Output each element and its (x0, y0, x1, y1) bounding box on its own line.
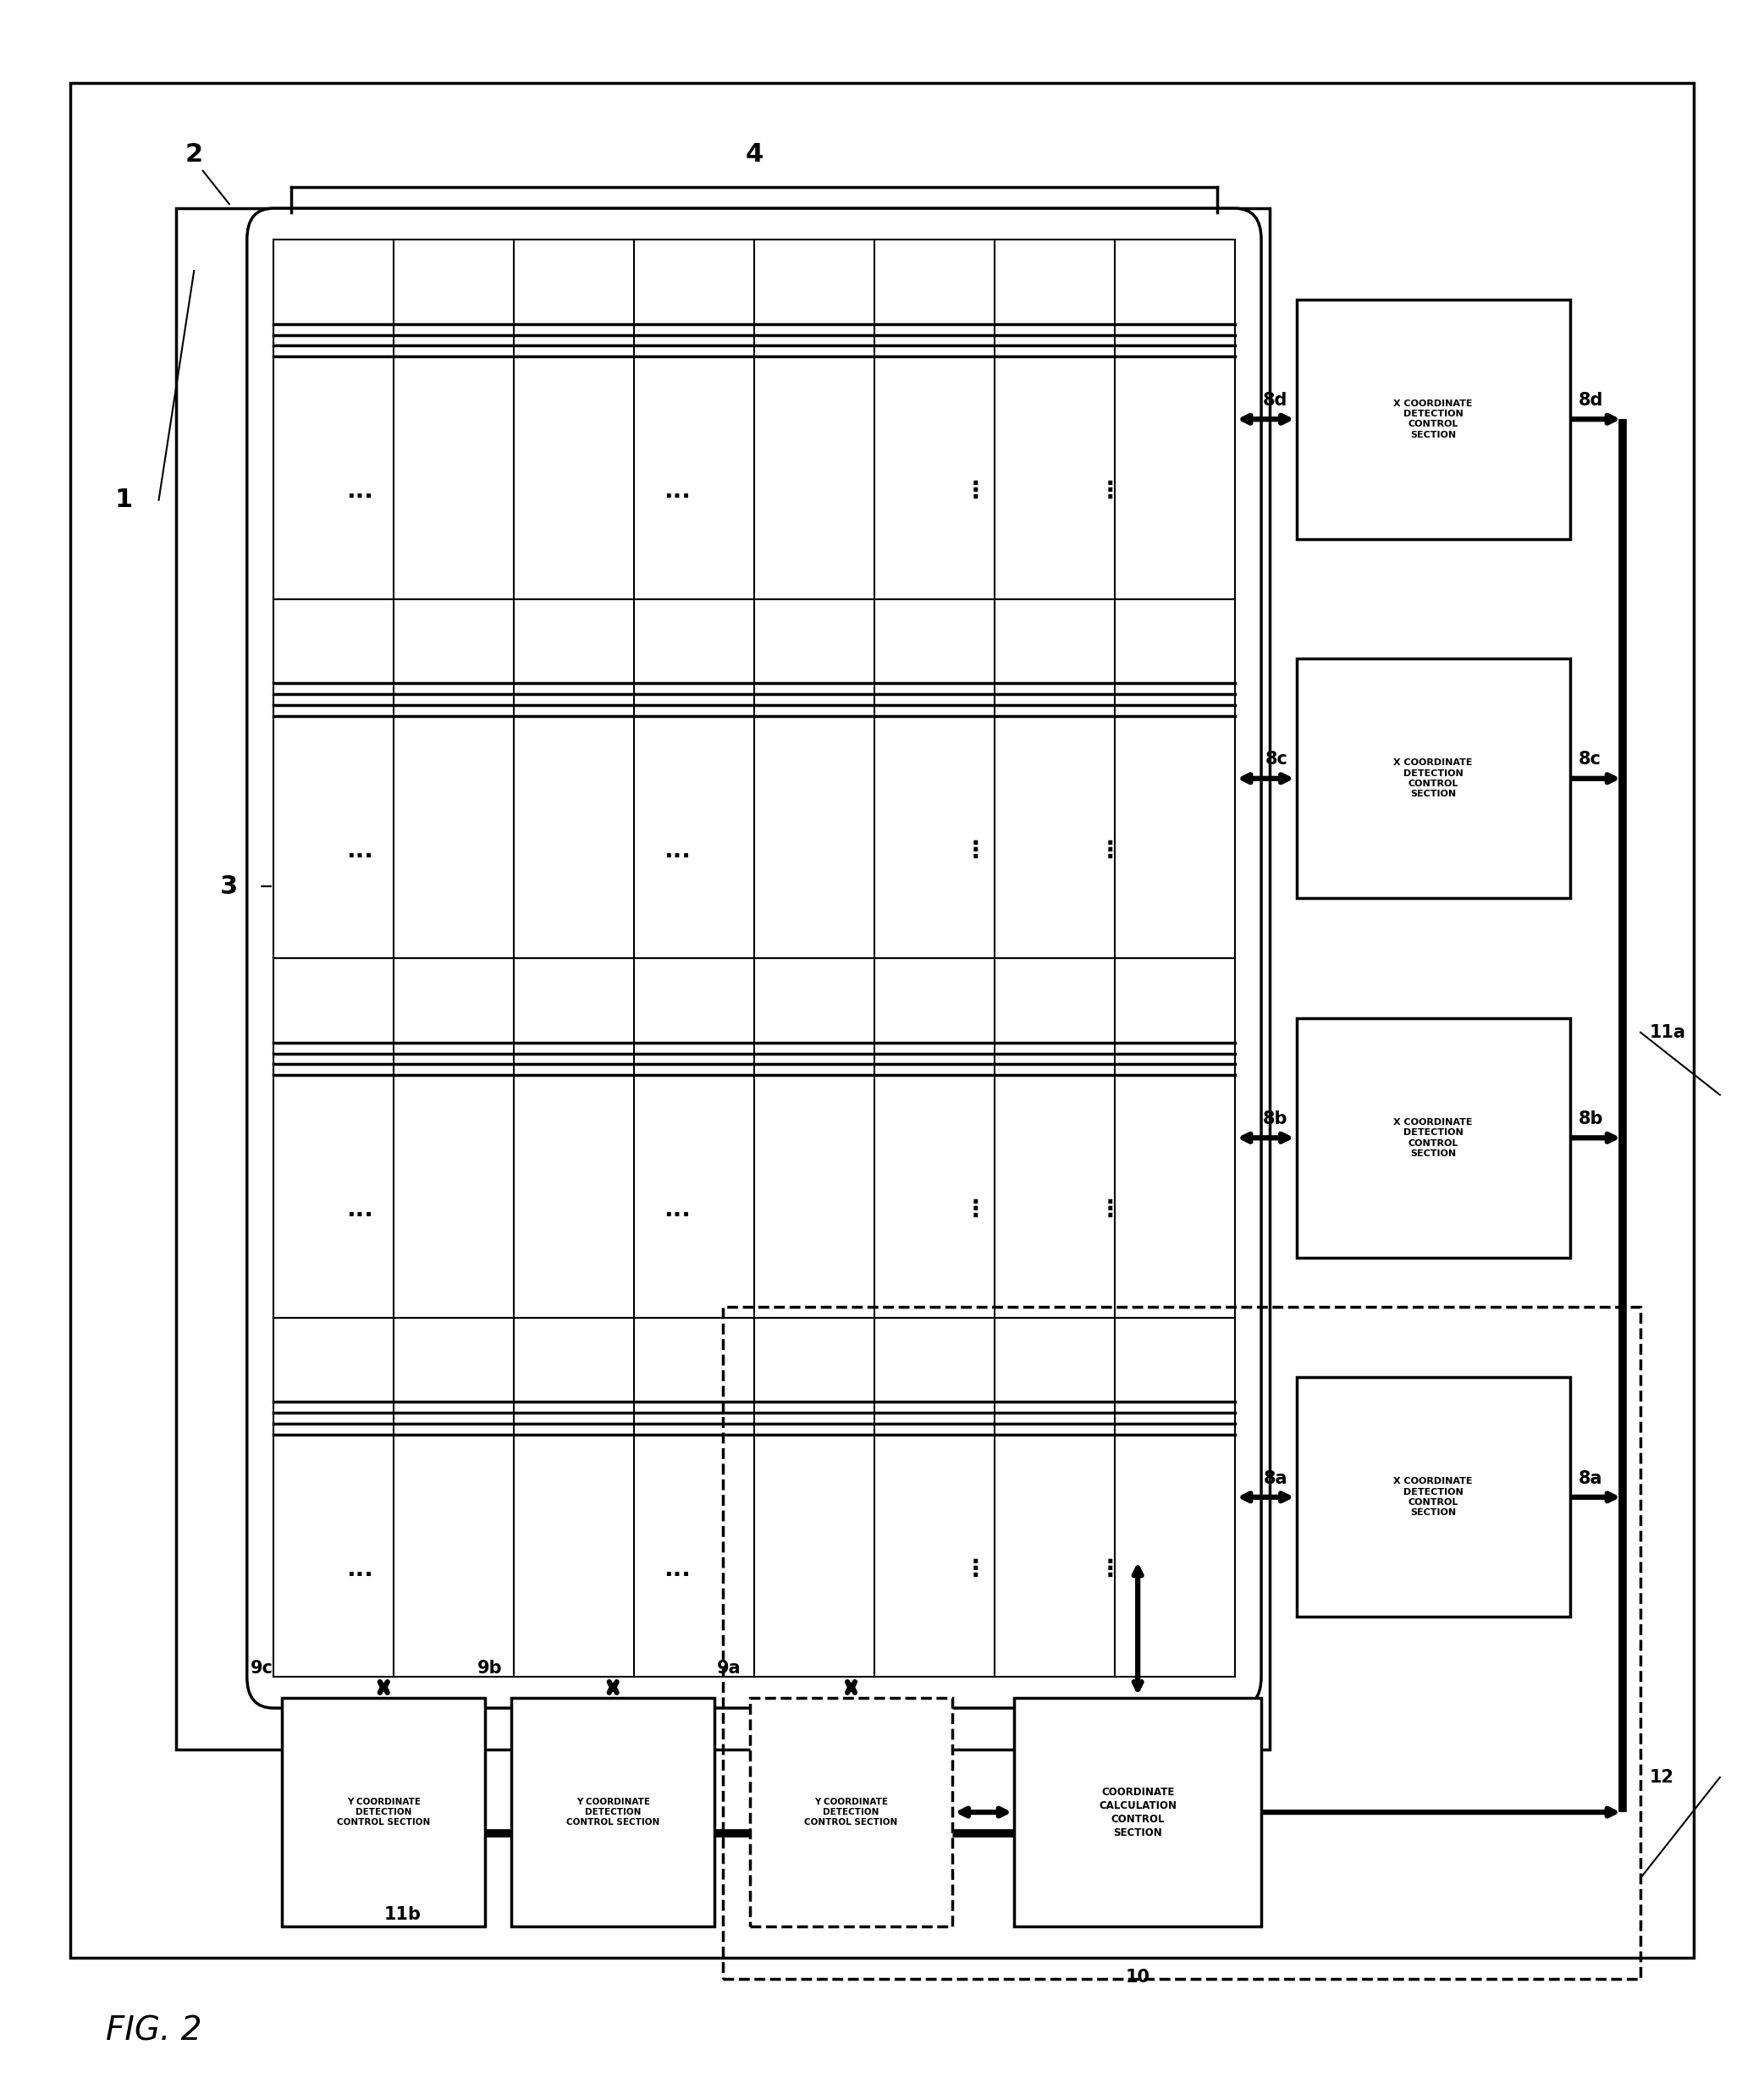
Text: 8a: 8a (1579, 1471, 1603, 1487)
Text: 11a: 11a (1649, 1025, 1686, 1042)
Text: Y COORDINATE
DETECTION
CONTROL SECTION: Y COORDINATE DETECTION CONTROL SECTION (337, 1798, 430, 1827)
Bar (1297, 1019, 1570, 1258)
Text: ⋮: ⋮ (963, 1198, 988, 1221)
Text: 2: 2 (185, 142, 203, 167)
Bar (1297, 1377, 1570, 1616)
Text: COORDINATE
CALCULATION
CONTROL
SECTION: COORDINATE CALCULATION CONTROL SECTION (1099, 1787, 1177, 1837)
Text: ...: ... (346, 839, 374, 862)
Text: 8d: 8d (1263, 392, 1288, 408)
Bar (273, 240, 1235, 600)
Bar (750, 1698, 953, 1927)
Text: 8a: 8a (1263, 1471, 1288, 1487)
Text: Y COORDINATE
DETECTION
CONTROL SECTION: Y COORDINATE DETECTION CONTROL SECTION (566, 1798, 660, 1827)
Text: X COORDINATE
DETECTION
CONTROL
SECTION: X COORDINATE DETECTION CONTROL SECTION (1394, 400, 1473, 440)
Text: 8b: 8b (1263, 1110, 1288, 1127)
Bar (1297, 300, 1570, 539)
Bar (723, 1308, 1641, 1979)
Text: 10: 10 (1125, 1968, 1150, 1985)
Text: ...: ... (663, 479, 691, 502)
Text: 9a: 9a (716, 1660, 741, 1677)
Bar (273, 600, 1235, 958)
FancyBboxPatch shape (247, 208, 1261, 1708)
Text: ⋮: ⋮ (1097, 839, 1122, 862)
Bar (1297, 658, 1570, 898)
Text: FIG. 2: FIG. 2 (106, 2014, 201, 2048)
Text: Y COORDINATE
DETECTION
CONTROL SECTION: Y COORDINATE DETECTION CONTROL SECTION (804, 1798, 898, 1827)
Text: ...: ... (663, 839, 691, 862)
Text: ...: ... (346, 479, 374, 502)
Text: ...: ... (346, 1558, 374, 1581)
Text: 8c: 8c (1265, 752, 1288, 769)
Bar (273, 958, 1235, 1319)
Text: ⋮: ⋮ (963, 479, 988, 502)
Text: 11b: 11b (383, 1906, 422, 1923)
Text: 8c: 8c (1579, 752, 1602, 769)
Bar (1014, 1698, 1261, 1927)
Text: ⋮: ⋮ (1097, 479, 1122, 502)
Bar (273, 1319, 1235, 1677)
Text: 9b: 9b (478, 1660, 503, 1677)
Text: ...: ... (663, 1198, 691, 1221)
Text: 8b: 8b (1579, 1110, 1603, 1127)
Bar (512, 1698, 714, 1927)
Text: 4: 4 (744, 142, 764, 167)
Text: 8d: 8d (1579, 392, 1603, 408)
Bar (282, 1698, 485, 1927)
Text: 9c: 9c (250, 1660, 273, 1677)
Text: 3: 3 (220, 875, 238, 898)
Text: ⋮: ⋮ (963, 1558, 988, 1581)
Text: X COORDINATE
DETECTION
CONTROL
SECTION: X COORDINATE DETECTION CONTROL SECTION (1394, 758, 1473, 798)
Text: X COORDINATE
DETECTION
CONTROL
SECTION: X COORDINATE DETECTION CONTROL SECTION (1394, 1477, 1473, 1516)
Text: ⋮: ⋮ (1097, 1198, 1122, 1221)
Text: X COORDINATE
DETECTION
CONTROL
SECTION: X COORDINATE DETECTION CONTROL SECTION (1394, 1119, 1473, 1158)
Text: 1: 1 (115, 487, 132, 512)
Text: 12: 12 (1649, 1768, 1674, 1785)
Text: ⋮: ⋮ (963, 839, 988, 862)
Text: ...: ... (663, 1558, 691, 1581)
Text: ...: ... (346, 1198, 374, 1221)
Bar (176, 208, 1270, 1750)
Text: ⋮: ⋮ (1097, 1558, 1122, 1581)
